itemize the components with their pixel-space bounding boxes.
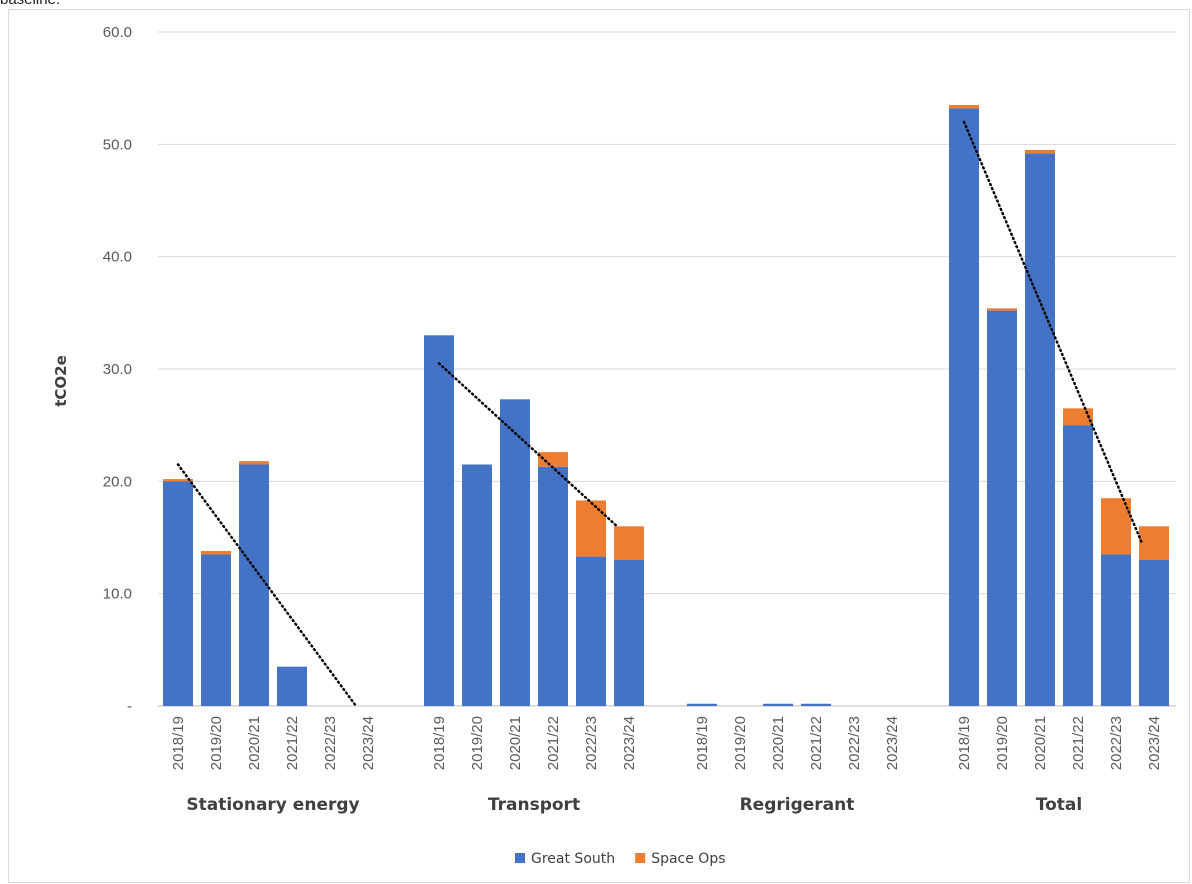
bar-great-south bbox=[949, 108, 979, 707]
x-tick-label: 2020/21 bbox=[770, 716, 787, 770]
group-label: Stationary energy bbox=[186, 795, 359, 815]
legend-label: Great South bbox=[531, 851, 615, 867]
bar-space-ops bbox=[538, 452, 568, 467]
bar-great-south bbox=[801, 703, 831, 706]
x-tick-label: 2020/21 bbox=[1032, 716, 1049, 770]
bar-space-ops bbox=[614, 526, 644, 560]
x-tick-label: 2019/20 bbox=[732, 716, 749, 770]
bar-space-ops bbox=[1139, 526, 1169, 560]
x-tick-label: 2021/22 bbox=[284, 716, 301, 770]
x-tick-label: 2022/23 bbox=[322, 716, 339, 770]
x-tick-label: 2018/19 bbox=[170, 716, 187, 770]
bar-great-south bbox=[763, 703, 793, 706]
bar-space-ops bbox=[239, 461, 269, 465]
x-tick-label: 2023/24 bbox=[884, 716, 901, 770]
bar-great-south bbox=[1101, 554, 1131, 706]
trendlines bbox=[176, 120, 1144, 708]
y-axis-label: tCO2e bbox=[52, 355, 70, 407]
x-tick-label: 2020/21 bbox=[246, 716, 263, 770]
x-tick-label: 2023/24 bbox=[1146, 716, 1163, 770]
legend-swatch-space-ops bbox=[635, 853, 646, 863]
x-tick-label: 2019/20 bbox=[994, 716, 1011, 770]
y-tick-label: 50.0 bbox=[103, 136, 132, 153]
group-label: Regrigerant bbox=[740, 795, 855, 815]
x-tick-label: 2021/22 bbox=[808, 716, 825, 770]
x-axis: 2018/19 2019/20 2020/21 2021/22 2022/23 2023/… bbox=[170, 716, 1163, 815]
bar-space-ops bbox=[576, 500, 606, 557]
trendline bbox=[437, 362, 619, 528]
trendline bbox=[176, 463, 358, 708]
x-tick-label: 2018/19 bbox=[694, 716, 711, 770]
trendline bbox=[962, 120, 1144, 545]
bar-great-south bbox=[277, 666, 307, 706]
x-tick-label: 2022/23 bbox=[583, 716, 600, 770]
bar-great-south bbox=[462, 464, 492, 706]
x-tick-label: 2020/21 bbox=[507, 716, 524, 770]
legend-swatch-great-south bbox=[515, 853, 525, 863]
x-tick-label: 2022/23 bbox=[1108, 716, 1125, 770]
gridlines bbox=[158, 31, 1176, 707]
legend-label: Space Ops bbox=[651, 851, 725, 867]
group-label: Transport bbox=[488, 795, 580, 815]
y-axis: - 10.0 20.0 30.0 40.0 50.0 60.0 bbox=[103, 24, 132, 715]
group-label: Total bbox=[1036, 795, 1082, 815]
bar-space-ops bbox=[949, 105, 979, 109]
y-tick-label: 40.0 bbox=[103, 249, 132, 266]
bar-space-ops bbox=[163, 479, 193, 482]
x-tick-label: 2021/22 bbox=[1070, 716, 1087, 770]
bar-great-south bbox=[239, 464, 269, 706]
x-tick-label: 2022/23 bbox=[846, 716, 863, 770]
bar-great-south bbox=[538, 466, 568, 706]
x-tick-label: 2018/19 bbox=[431, 716, 448, 770]
bar-great-south bbox=[687, 703, 717, 706]
y-tick-label: 30.0 bbox=[103, 361, 132, 378]
bar-great-south bbox=[614, 559, 644, 706]
bar-great-south bbox=[1063, 425, 1093, 706]
bar-space-ops bbox=[1025, 149, 1055, 154]
chart-frame bbox=[8, 9, 1190, 883]
bar-great-south bbox=[1139, 559, 1169, 706]
x-tick-label: 2023/24 bbox=[621, 716, 638, 770]
bar-great-south bbox=[201, 554, 231, 706]
y-tick-label: - bbox=[127, 698, 132, 715]
y-tick-label: 10.0 bbox=[103, 586, 132, 603]
bar-great-south bbox=[424, 335, 454, 706]
bar-space-ops bbox=[987, 308, 1017, 311]
bars bbox=[163, 105, 1169, 707]
x-tick-label: 2019/20 bbox=[208, 716, 225, 770]
bar-great-south bbox=[163, 481, 193, 706]
bar-great-south bbox=[987, 310, 1017, 706]
bar-great-south bbox=[500, 399, 530, 706]
bar-space-ops bbox=[201, 550, 231, 555]
x-tick-label: 2019/20 bbox=[469, 716, 486, 770]
y-tick-label: 20.0 bbox=[103, 473, 132, 490]
x-tick-label: 2018/19 bbox=[956, 716, 973, 770]
x-tick-label: 2023/24 bbox=[360, 716, 377, 770]
bar-great-south bbox=[576, 556, 606, 706]
top-note: baseline. bbox=[0, 0, 60, 8]
bar-great-south bbox=[1025, 153, 1055, 706]
legend: Great South Space Ops bbox=[515, 851, 726, 867]
x-tick-label: 2021/22 bbox=[545, 716, 562, 770]
y-tick-label: 60.0 bbox=[103, 24, 132, 41]
